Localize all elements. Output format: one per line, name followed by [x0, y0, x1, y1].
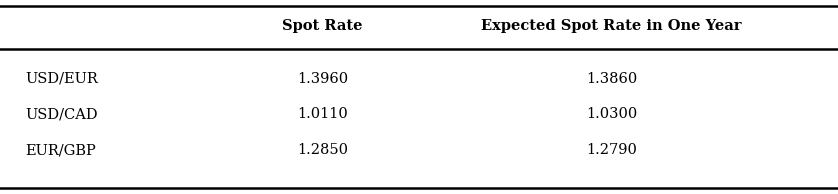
Text: EUR/GBP: EUR/GBP [25, 143, 96, 157]
Text: 1.2790: 1.2790 [587, 143, 637, 157]
Text: Spot Rate: Spot Rate [282, 19, 363, 33]
Text: 1.0300: 1.0300 [586, 107, 638, 121]
Text: USD/CAD: USD/CAD [25, 107, 98, 121]
Text: Expected Spot Rate in One Year: Expected Spot Rate in One Year [482, 19, 742, 33]
Text: USD/EUR: USD/EUR [25, 72, 98, 86]
Text: 1.3860: 1.3860 [586, 72, 638, 86]
Text: 1.3960: 1.3960 [297, 72, 349, 86]
Text: 1.2850: 1.2850 [297, 143, 348, 157]
Text: 1.0110: 1.0110 [297, 107, 348, 121]
